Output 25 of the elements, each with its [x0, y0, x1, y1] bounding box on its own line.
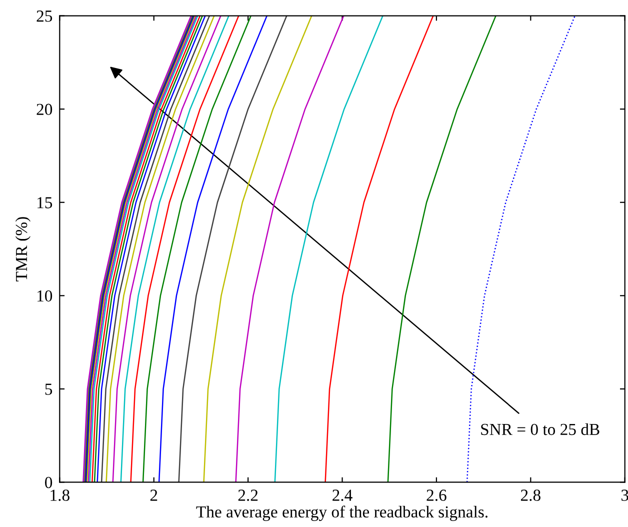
line-series [130, 16, 240, 482]
y-tick-label: 20 [36, 104, 52, 116]
y-tick-label: 15 [38, 197, 52, 208]
y-tick-label: 25 [36, 10, 52, 22]
x-tick-label: 2.8 [520, 490, 540, 501]
line-series [158, 16, 268, 482]
x-tick-label: 1.8 [50, 490, 70, 501]
line-series [235, 16, 344, 482]
y-tick-label: 10 [38, 290, 52, 302]
y-tick-label: 5 [45, 384, 52, 395]
line-series [178, 16, 288, 482]
y-tick-label: 0 [45, 476, 52, 488]
line-series [274, 16, 384, 482]
y-axis-title: TMR (%) [15, 217, 30, 282]
x-tick-label: 2.6 [426, 490, 446, 501]
line-series [203, 16, 312, 482]
x-axis-title: The average energy of the readback signals. [196, 506, 488, 521]
line-series [324, 16, 434, 482]
x-tick-label: 2.4 [332, 490, 352, 501]
x-tick-label: 3 [621, 490, 628, 501]
x-tick-label: 2.2 [238, 490, 258, 501]
line-series [466, 16, 576, 482]
line-series [142, 16, 252, 482]
x-tick-label: 2 [150, 490, 158, 501]
annotation: SNR = 0 to 25 dB [481, 423, 600, 436]
